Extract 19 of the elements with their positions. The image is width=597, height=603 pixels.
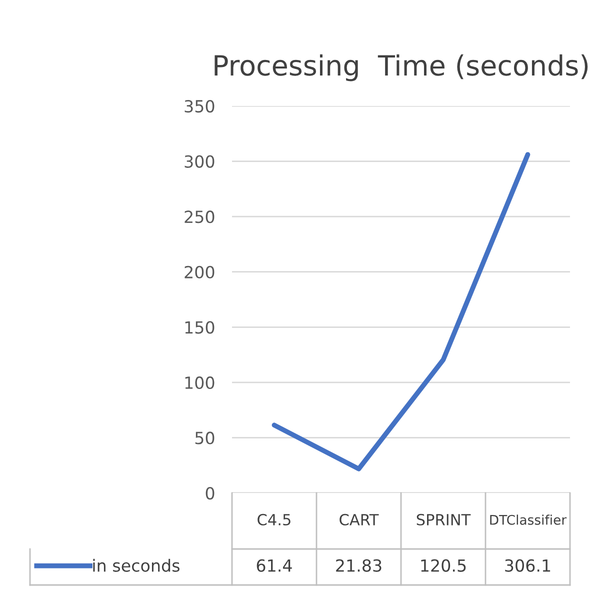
- y-tick-label: 100: [185, 376, 214, 389]
- y-tick-label: 50: [195, 432, 214, 444]
- data-label: 21.83: [336, 559, 382, 572]
- x-tick-label: DTClassifier: [490, 514, 567, 525]
- x-tick-label: C4.5: [258, 514, 290, 526]
- y-tick-label: 0: [206, 486, 214, 500]
- y-tick-label: 200: [184, 266, 214, 278]
- y-tick-label: 150: [185, 321, 214, 334]
- data-label: 61.4: [256, 559, 292, 572]
- y-tick-label: 300: [184, 155, 214, 168]
- line-series: [272, 152, 530, 472]
- x-tick-label: SPRINT: [416, 514, 471, 526]
- x-tick-label: CART: [340, 514, 379, 526]
- legend-label: in seconds: [93, 558, 180, 572]
- data-label: 120.5: [421, 559, 466, 572]
- data-label: 306.1: [505, 559, 550, 572]
- y-tick-label: 250: [184, 210, 214, 224]
- y-tick-label: 350: [184, 100, 214, 113]
- chart-title: Processing Time (seconds): [214, 54, 588, 82]
